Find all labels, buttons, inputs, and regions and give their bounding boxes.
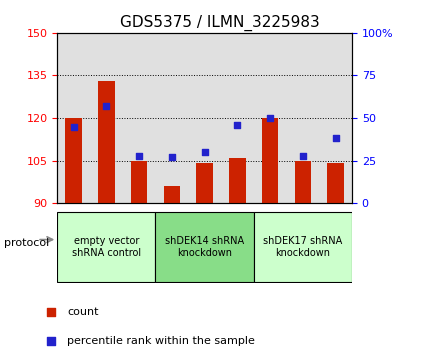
Bar — [66, 118, 82, 203]
Text: count: count — [67, 307, 99, 317]
Point — [299, 152, 306, 158]
Point — [136, 152, 143, 158]
Bar — [131, 160, 147, 203]
Bar — [295, 160, 311, 203]
Bar — [196, 163, 213, 203]
Bar — [155, 212, 254, 282]
Bar — [98, 81, 114, 203]
Text: shDEK17 shRNA
knockdown: shDEK17 shRNA knockdown — [263, 236, 342, 258]
Bar — [164, 186, 180, 203]
Point — [234, 122, 241, 128]
Text: percentile rank within the sample: percentile rank within the sample — [67, 336, 255, 346]
Point — [201, 149, 208, 155]
Bar — [262, 118, 279, 203]
Point — [47, 309, 54, 315]
Point — [267, 115, 274, 121]
Point — [47, 338, 54, 344]
Text: empty vector
shRNA control: empty vector shRNA control — [72, 236, 141, 258]
Bar — [327, 163, 344, 203]
Bar — [229, 158, 246, 203]
Point — [169, 154, 176, 160]
Bar — [57, 212, 155, 282]
Text: GDS5375 / ILMN_3225983: GDS5375 / ILMN_3225983 — [120, 15, 320, 31]
Text: shDEK14 shRNA
knockdown: shDEK14 shRNA knockdown — [165, 236, 244, 258]
Point — [103, 103, 110, 109]
Text: protocol: protocol — [4, 238, 50, 248]
Point — [70, 123, 77, 129]
Point — [332, 135, 339, 141]
Bar — [254, 212, 352, 282]
